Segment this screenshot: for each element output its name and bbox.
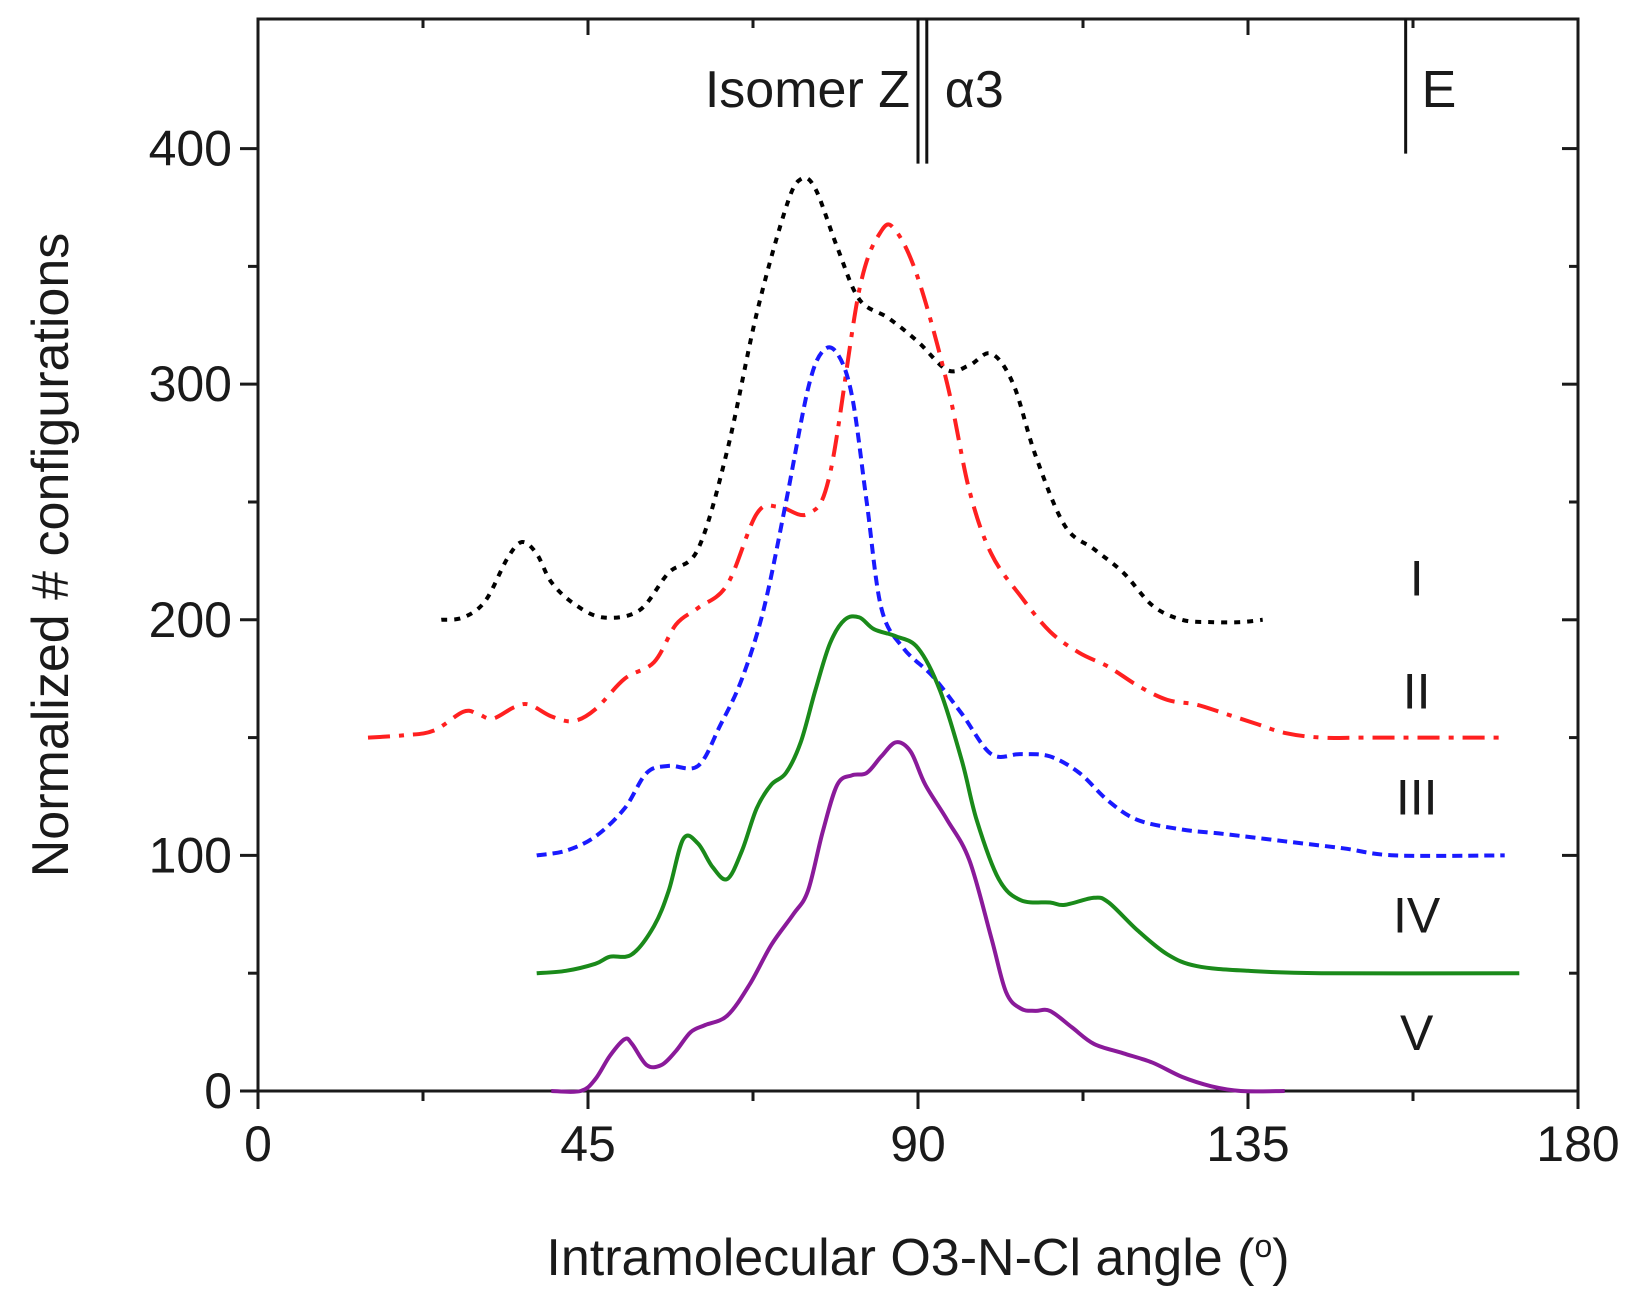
annotations-group: Isomer Z α3 E	[705, 19, 1456, 164]
series-label-iv: IV	[1393, 887, 1441, 943]
series-line-v	[551, 740, 1285, 1094]
series-label-iii: III	[1396, 769, 1438, 825]
y-axis-label: Normalized # configurations	[22, 233, 80, 878]
series-line-iv	[536, 614, 1520, 976]
x-tick-label: 90	[890, 1116, 946, 1172]
x-tick-label: 180	[1536, 1116, 1619, 1172]
plot-frame	[256, 17, 1580, 1093]
y-tick-label: 200	[149, 592, 232, 648]
ticks-group: 0 45 90 135 180 0 100 200 300 400	[149, 19, 1620, 1172]
y-tick-label: 0	[204, 1063, 232, 1119]
x-tick-label: 135	[1206, 1116, 1289, 1172]
x-axis-label: Intramolecular O3-N-Cl angle (o)	[546, 1228, 1289, 1287]
x-tick-label: 45	[560, 1116, 616, 1172]
series-label-i: I	[1410, 550, 1424, 606]
alpha3-label: α3	[945, 61, 1004, 119]
isomer-z-label: Isomer Z	[705, 61, 910, 119]
y-tick-label: 400	[149, 121, 232, 177]
series-lines-group	[367, 175, 1520, 1094]
isomer-e-label: E	[1422, 61, 1457, 119]
series-label-v: V	[1400, 1005, 1434, 1061]
series-label-ii: II	[1403, 663, 1431, 719]
x-tick-label: 0	[244, 1116, 272, 1172]
series-line-ii	[367, 222, 1505, 740]
y-tick-label: 100	[149, 827, 232, 883]
series-line-iii	[536, 345, 1505, 858]
y-tick-label: 300	[149, 356, 232, 412]
axes-frame	[256, 17, 1580, 1093]
series-line-i	[441, 175, 1263, 625]
